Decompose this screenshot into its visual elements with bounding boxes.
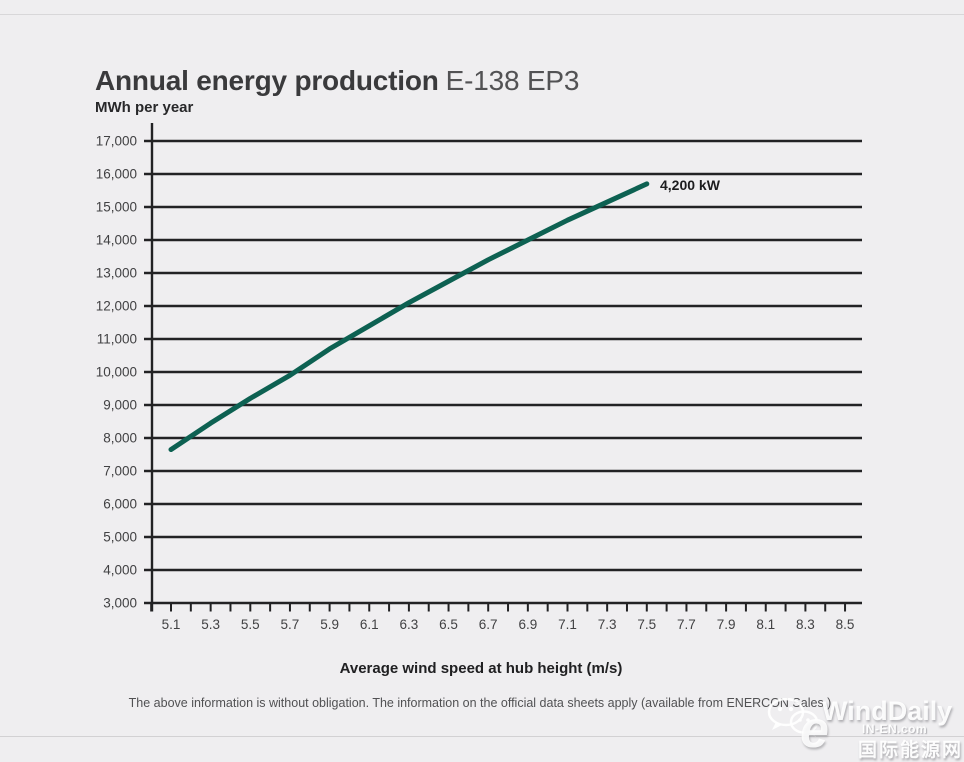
x-tick-label: 5.3 (201, 617, 220, 632)
y-tick-label: 14,000 (96, 233, 137, 248)
y-tick-label: 7,000 (103, 464, 137, 479)
bottom-divider (0, 736, 964, 737)
x-tick-label: 7.1 (558, 617, 577, 632)
x-tick-label: 8.5 (836, 617, 855, 632)
x-tick-label: 7.3 (598, 617, 617, 632)
top-divider (0, 14, 964, 15)
x-tick-label: 6.1 (360, 617, 379, 632)
x-tick-label: 7.5 (637, 617, 656, 632)
y-tick-label: 12,000 (96, 299, 137, 314)
y-tick-label: 9,000 (103, 398, 137, 413)
page-title-main: Annual energy production (95, 64, 439, 96)
y-tick-label: 5,000 (103, 530, 137, 545)
disclaimer-text: The above information is without obligat… (128, 696, 832, 710)
x-tick-label: 6.7 (479, 617, 498, 632)
y-tick-label: 11,000 (97, 332, 137, 347)
x-tick-label: 6.5 (439, 617, 458, 632)
y-axis-title: MWh per year (95, 99, 194, 116)
y-tick-label: 17,000 (96, 134, 137, 149)
x-tick-label: 6.9 (518, 617, 537, 632)
y-tick-label: 4,000 (103, 563, 137, 578)
x-tick-label: 7.9 (717, 617, 736, 632)
y-tick-label: 10,000 (96, 365, 137, 380)
x-tick-label: 5.9 (320, 617, 339, 632)
x-tick-label: 6.3 (400, 617, 419, 632)
x-axis-title: Average wind speed at hub height (m/s) (339, 660, 623, 677)
x-tick-label: 8.3 (796, 617, 815, 632)
series-label-4200kw: 4,200 kW (660, 177, 720, 193)
y-tick-label: 8,000 (103, 431, 137, 446)
y-tick-label: 15,000 (96, 200, 137, 215)
page-title: Annual energy production E-138 EP3 (95, 65, 579, 97)
y-tick-label: 13,000 (96, 266, 137, 281)
series-line-4200kw (168, 181, 650, 453)
x-tick-label: 7.7 (677, 617, 696, 632)
y-tick-label: 16,000 (96, 167, 137, 182)
x-tick-label: 5.1 (162, 617, 181, 632)
page-title-model: E-138 EP3 (445, 64, 580, 96)
x-tick-label: 5.7 (281, 617, 300, 632)
x-tick-label: 5.5 (241, 617, 260, 632)
y-tick-label: 3,000 (103, 596, 137, 611)
y-tick-label: 6,000 (103, 497, 137, 512)
x-tick-label: 8.1 (756, 617, 775, 632)
